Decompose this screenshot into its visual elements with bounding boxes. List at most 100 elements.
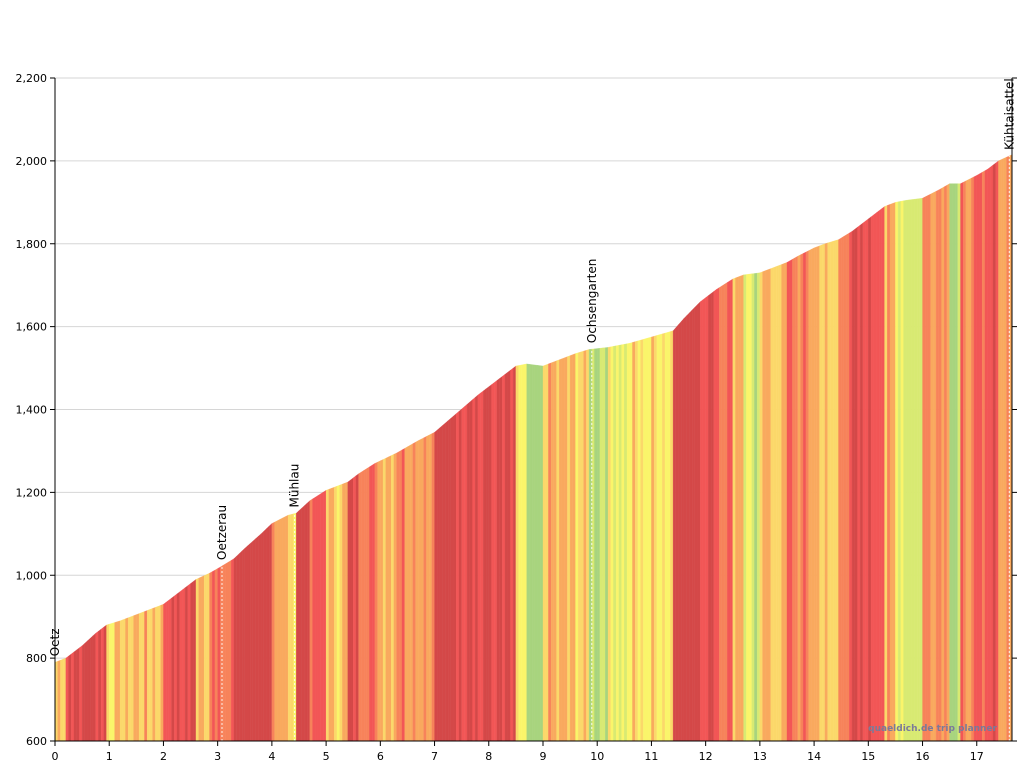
- gradient-strip: [475, 394, 479, 742]
- gradient-strip: [860, 222, 864, 742]
- gradient-strip: [304, 502, 308, 742]
- gradient-strip: [149, 608, 153, 742]
- gradient-strip: [849, 231, 853, 742]
- gradient-strip: [334, 485, 338, 742]
- gradient-strip: [667, 331, 671, 742]
- gradient-strip: [453, 413, 457, 742]
- gradient-strip: [900, 200, 904, 742]
- gradient-strip: [748, 273, 752, 742]
- gradient-strip: [434, 429, 438, 742]
- gradient-strip: [125, 617, 129, 742]
- gradient-strip: [239, 550, 243, 742]
- gradient-strip: [632, 341, 636, 742]
- x-tick-label: 15: [861, 750, 875, 763]
- gradient-strip: [841, 236, 845, 742]
- gradient-strip: [938, 188, 942, 742]
- gradient-strip: [626, 343, 630, 742]
- gradient-strip: [635, 340, 639, 742]
- gradient-strip: [800, 253, 804, 742]
- gradient-strip: [971, 176, 975, 742]
- gradient-strip: [884, 205, 888, 742]
- gradient-strip: [599, 347, 603, 742]
- gradient-strip: [258, 533, 262, 742]
- gradient-strip: [271, 521, 275, 742]
- gradient-strip: [984, 168, 988, 742]
- gradient-strip: [873, 212, 877, 742]
- gradient-strip: [887, 204, 891, 742]
- gradient-strip: [870, 214, 874, 742]
- gradient-strip: [911, 199, 915, 742]
- gradient-strip: [472, 397, 476, 742]
- gradient-strip: [732, 277, 736, 742]
- gradient-strip: [575, 352, 579, 742]
- gradient-strip: [306, 500, 310, 742]
- gradient-strip: [494, 380, 498, 742]
- gradient-strip: [941, 186, 945, 742]
- gradient-strip: [439, 424, 443, 742]
- gradient-strip: [916, 198, 920, 742]
- gradient-strip: [1001, 158, 1005, 742]
- gradient-strip: [57, 659, 61, 742]
- gradient-strip: [691, 306, 695, 742]
- gradient-strip: [727, 280, 731, 742]
- gradient-strip: [391, 454, 395, 742]
- gradient-strip: [895, 201, 899, 742]
- x-tick-label: 1: [106, 750, 113, 763]
- gradient-strip: [705, 295, 709, 742]
- gradient-strip: [382, 457, 386, 742]
- gradient-strip: [225, 561, 229, 742]
- gradient-strip: [746, 273, 750, 742]
- gradient-strip: [260, 530, 264, 742]
- gradient-strip: [908, 199, 912, 742]
- gradient-strip: [81, 642, 85, 742]
- gradient-strip: [87, 637, 91, 742]
- y-tick-label: 2,200: [16, 72, 48, 85]
- gradient-strips: [54, 154, 1013, 742]
- gradient-strip: [325, 489, 329, 742]
- gradient-strip: [740, 274, 744, 742]
- gradient-strip: [331, 486, 335, 742]
- gradient-strip: [561, 357, 565, 742]
- gradient-strip: [309, 498, 313, 742]
- gradient-strip: [60, 658, 64, 742]
- gradient-strip: [182, 587, 186, 742]
- gradient-strip: [106, 623, 110, 742]
- y-tick-label: 1,600: [16, 321, 48, 334]
- gradient-strip: [138, 612, 142, 742]
- gradient-strip: [637, 339, 641, 742]
- gradient-strip: [385, 456, 389, 742]
- gradient-strip: [564, 356, 568, 742]
- gradient-strip: [762, 270, 766, 742]
- gradient-strip: [621, 344, 625, 742]
- gradient-strip: [616, 345, 620, 742]
- gradient-strip: [128, 616, 132, 742]
- gradient-strip: [206, 572, 210, 742]
- gradient-strip: [754, 272, 758, 742]
- gradient-strip: [594, 348, 598, 742]
- gradient-strip: [767, 268, 771, 742]
- watermark-text: quaeldich.de trip planner: [868, 724, 997, 734]
- gradient-strip: [992, 162, 996, 742]
- gradient-strip: [437, 427, 441, 742]
- gradient-strip: [266, 525, 270, 742]
- gradient-strip: [645, 337, 649, 742]
- gradient-strip: [488, 384, 492, 742]
- gradient-strip: [664, 332, 668, 742]
- gradient-strip: [423, 436, 427, 742]
- gradient-strip: [781, 263, 785, 742]
- place-label: Mühlau: [288, 464, 302, 508]
- gradient-strip: [184, 585, 188, 742]
- gradient-strip: [160, 604, 164, 742]
- gradient-strip: [675, 324, 679, 742]
- x-axis-ticks: 0 1 2 3 4 5 6 7 8 9 10 11 12 13 14 15 16 17: [52, 741, 984, 763]
- gradient-strip: [775, 265, 779, 742]
- gradient-strip: [431, 432, 435, 742]
- gradient-strip: [301, 505, 305, 742]
- gradient-strip: [713, 289, 717, 742]
- gradient-strip: [697, 301, 701, 742]
- gradient-strip: [879, 208, 883, 742]
- gradient-strip: [757, 272, 761, 742]
- gradient-strip: [157, 605, 161, 742]
- x-tick-label: 10: [590, 750, 604, 763]
- y-tick-label: 600: [26, 735, 47, 748]
